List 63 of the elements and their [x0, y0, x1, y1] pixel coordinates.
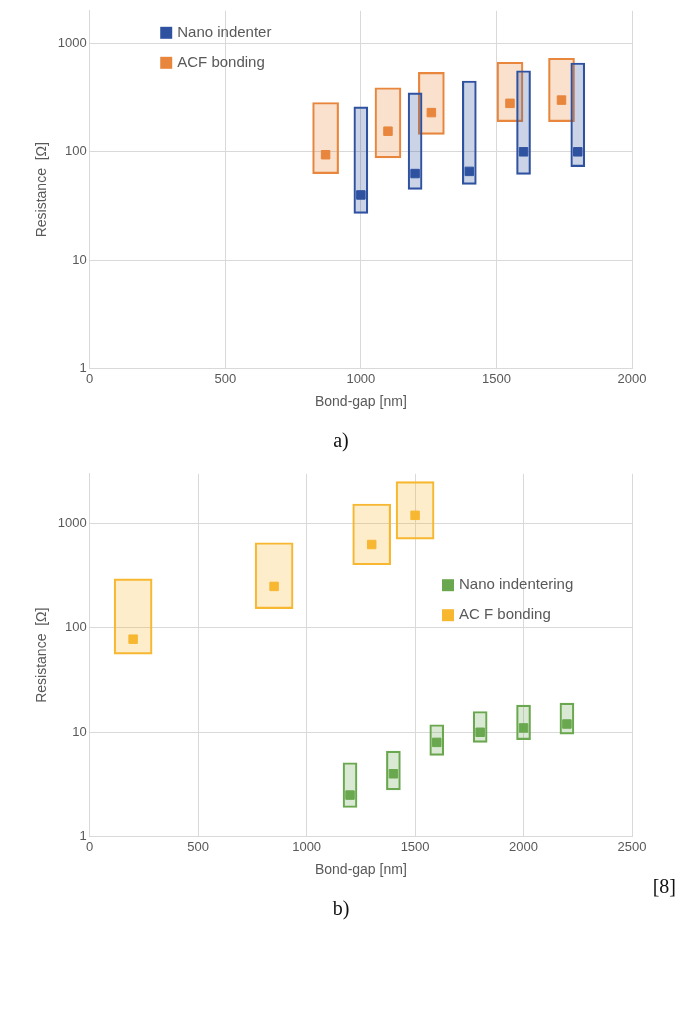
y-tick-label: 10: [72, 251, 87, 267]
y-tick-label: 1000: [57, 35, 87, 51]
bar: [254, 542, 294, 609]
point: [556, 95, 567, 105]
point: [269, 581, 279, 592]
point: [356, 190, 366, 200]
bar: [312, 102, 339, 174]
x-tick-label: 500: [187, 838, 210, 854]
point: [366, 539, 377, 550]
point: [410, 510, 420, 521]
y-axis-title: Resistance [Ω]: [33, 142, 50, 238]
y-tick-label: 100: [65, 143, 87, 159]
bar: [374, 87, 402, 159]
text: a): [332, 429, 350, 452]
bar: [461, 80, 477, 185]
x-tick-label: 0: [86, 838, 94, 854]
point: [426, 107, 437, 118]
x-tick-label: 500: [214, 370, 237, 386]
point: [345, 790, 355, 800]
legend-label: ACF bonding: [177, 52, 265, 70]
x-tick-label: 2000: [617, 370, 647, 386]
bar: [429, 724, 445, 756]
text: [8]: [652, 875, 676, 898]
legend-label: Nano indenter: [177, 22, 272, 40]
y-tick-label: 10: [72, 723, 87, 739]
bar: [113, 578, 153, 655]
x-tick-label: 2500: [617, 838, 647, 854]
bar: [342, 762, 358, 808]
x-tick-label: 1000: [346, 370, 376, 386]
point: [320, 149, 331, 160]
bar: [570, 62, 586, 167]
x-tick-label: 1000: [292, 838, 322, 854]
point: [464, 166, 475, 177]
point: [573, 147, 583, 157]
text: b): [331, 897, 351, 920]
legend-label: Nano indentering: [459, 575, 574, 593]
x-tick-label: 0: [86, 370, 94, 386]
bar: [516, 70, 531, 175]
x-axis-title: Bond-gap [nm]: [314, 861, 407, 878]
bar: [386, 750, 401, 791]
bar: [559, 702, 575, 735]
x-tick-label: 2000: [509, 838, 538, 854]
point: [505, 98, 515, 109]
y-axis-title: Resistance [Ω]: [33, 607, 50, 703]
y-tick-label: 1: [79, 360, 87, 376]
point: [383, 126, 393, 136]
bar: [352, 503, 392, 566]
point: [410, 168, 420, 179]
x-tick-label: 1500: [400, 838, 430, 854]
y-tick-label: 1: [79, 828, 87, 844]
legend-label: AC F bonding: [459, 605, 551, 623]
y-tick-label: 1000: [57, 515, 87, 531]
x-axis-title: Bond-gap [nm]: [314, 393, 407, 410]
point: [128, 634, 138, 644]
bar: [516, 704, 531, 740]
y-tick-label: 100: [65, 619, 87, 635]
point: [518, 147, 529, 157]
x-tick-label: 1500: [481, 370, 511, 386]
bar: [395, 481, 435, 540]
bar: [407, 92, 423, 190]
bar: [472, 711, 488, 743]
point: [518, 723, 529, 733]
bar: [353, 106, 369, 214]
